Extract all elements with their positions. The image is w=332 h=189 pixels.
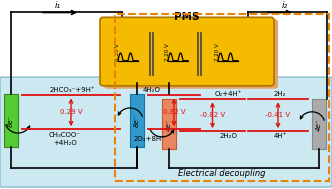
Text: 8e⁻: 8e⁻ bbox=[8, 114, 14, 127]
Bar bbox=[130, 94, 144, 146]
Text: i₂: i₂ bbox=[282, 1, 288, 10]
Text: CH₃COO⁻
+4H₂O: CH₃COO⁻ +4H₂O bbox=[49, 132, 81, 146]
FancyBboxPatch shape bbox=[100, 17, 274, 86]
Text: O₂+4H⁺: O₂+4H⁺ bbox=[214, 91, 242, 97]
Text: i₁: i₁ bbox=[55, 1, 61, 10]
Text: 4H₂O: 4H₂O bbox=[143, 87, 161, 93]
Text: 4e⁻: 4e⁻ bbox=[316, 118, 322, 131]
FancyBboxPatch shape bbox=[0, 77, 332, 187]
Text: PMS: PMS bbox=[174, 12, 200, 22]
Text: 2H₂: 2H₂ bbox=[274, 91, 286, 97]
Text: Electrical decoupling: Electrical decoupling bbox=[178, 169, 266, 178]
Text: 4e⁻: 4e⁻ bbox=[166, 118, 172, 131]
Bar bbox=[115, 14, 329, 181]
Text: 8e⁻: 8e⁻ bbox=[134, 114, 140, 127]
Bar bbox=[4, 94, 18, 146]
Text: 2HCO₃⁻+9H⁺: 2HCO₃⁻+9H⁺ bbox=[49, 87, 95, 93]
Bar bbox=[312, 99, 326, 149]
Text: 2.20 V: 2.20 V bbox=[215, 43, 220, 61]
Text: -0.41 V: -0.41 V bbox=[266, 112, 290, 118]
Text: 0.82 V: 0.82 V bbox=[163, 109, 185, 115]
Text: 2H₂O: 2H₂O bbox=[219, 133, 237, 139]
FancyBboxPatch shape bbox=[104, 19, 278, 89]
Text: 0.35 V: 0.35 V bbox=[116, 43, 121, 61]
Text: 2O₂+8H⁺: 2O₂+8H⁺ bbox=[134, 136, 166, 142]
Text: 0.29 V: 0.29 V bbox=[60, 109, 82, 115]
Bar bbox=[162, 99, 176, 149]
Text: 4H⁺: 4H⁺ bbox=[273, 133, 287, 139]
Text: 2.20 V: 2.20 V bbox=[165, 43, 171, 61]
Text: -0.82 V: -0.82 V bbox=[200, 112, 225, 118]
